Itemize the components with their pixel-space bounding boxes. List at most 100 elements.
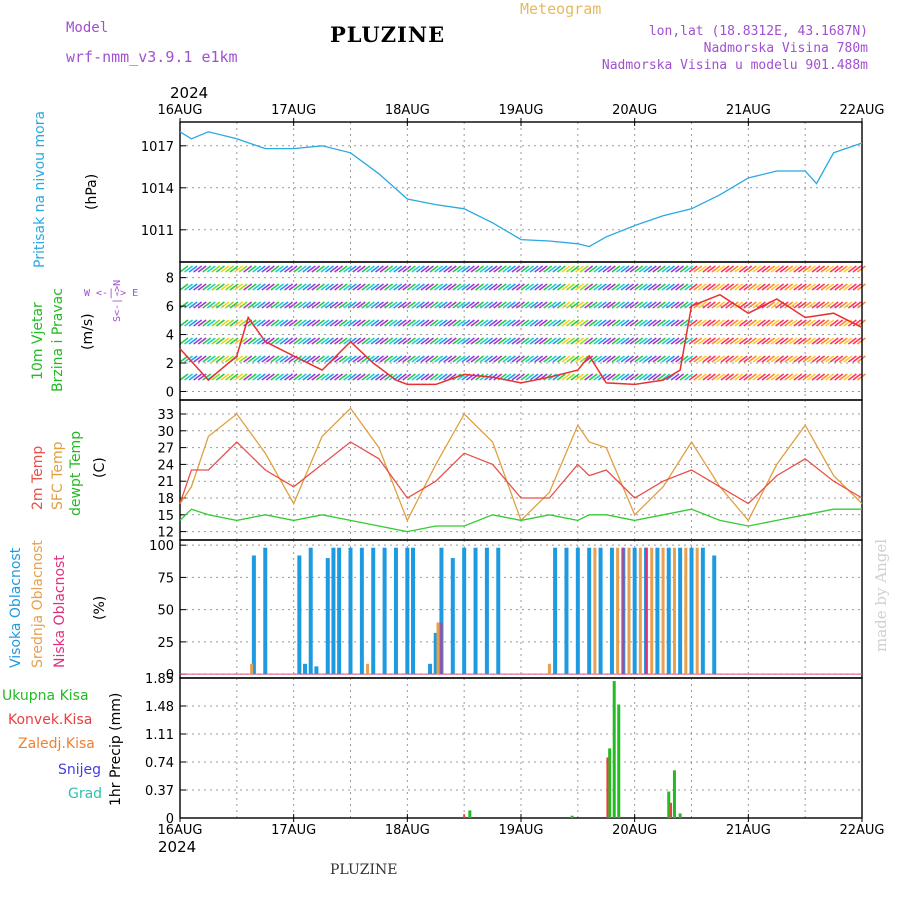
wind-barb	[365, 301, 375, 309]
wind-barb	[265, 373, 275, 381]
wind-barb	[738, 301, 748, 309]
wind-barb	[329, 301, 339, 309]
wind-barb	[352, 373, 362, 381]
wind-barb	[588, 373, 598, 381]
wind-barb	[465, 337, 475, 345]
wind-barb	[679, 337, 689, 345]
wind-barb	[556, 337, 566, 345]
wind-barb	[197, 337, 207, 345]
wind-barb	[829, 337, 839, 345]
wind-barb	[675, 301, 685, 309]
wind-barb	[334, 337, 344, 345]
wind-barb	[415, 283, 425, 291]
wind-barb	[224, 373, 234, 381]
wind-barb	[829, 265, 839, 273]
wind-barb	[338, 337, 348, 345]
wind-barb	[615, 283, 625, 291]
wind-barb	[325, 319, 334, 327]
wind-barb	[361, 373, 371, 381]
wind-barb	[829, 373, 839, 381]
wind-barb	[579, 301, 589, 309]
wind-barb	[420, 265, 430, 273]
wind-barb	[388, 301, 398, 309]
wind-barb	[475, 265, 485, 273]
wind-barb	[325, 373, 334, 381]
wind-barb	[384, 301, 394, 309]
precip-ytick-label: 1.85	[145, 672, 174, 687]
wind-barb	[679, 373, 689, 381]
wind-barb	[470, 355, 480, 363]
high-cloud-bar	[450, 558, 455, 675]
wind-ytick-label: 8	[166, 272, 174, 287]
wind-barb	[184, 283, 194, 291]
x-tick-label-bottom: 20AUG	[612, 823, 657, 838]
wind-barb	[834, 319, 844, 327]
wind-barb	[729, 337, 739, 345]
wind-barb	[361, 301, 371, 309]
wind-barb	[761, 319, 771, 327]
wind-barb	[720, 265, 730, 273]
wind-barb	[634, 337, 644, 345]
wind-barb	[797, 265, 807, 273]
wind-barb	[365, 283, 375, 291]
high-cloud-bar	[263, 547, 268, 675]
page-title: PLUZINE	[330, 22, 446, 47]
wind-barb	[425, 373, 434, 381]
wind-barb	[820, 337, 830, 345]
wind-barb	[584, 319, 594, 327]
wind-barb	[224, 265, 234, 273]
wind-barb	[275, 319, 284, 327]
wind-barb	[743, 337, 753, 345]
wind-barb	[852, 265, 862, 273]
wind-barb	[829, 355, 839, 363]
wind-barb	[384, 319, 394, 327]
wind-barb	[697, 337, 707, 345]
wind-barb	[720, 355, 730, 363]
wind-barb	[224, 355, 234, 363]
wind-barb	[379, 355, 389, 363]
wind-barb	[838, 319, 848, 327]
wind-barb	[661, 355, 671, 363]
wind-barb	[243, 337, 253, 345]
wind-barb	[747, 283, 757, 291]
wind-barb	[634, 355, 644, 363]
wind-barb	[625, 283, 635, 291]
wind-barb	[693, 337, 703, 345]
wind-barb	[388, 283, 398, 291]
wind-barb	[797, 319, 807, 327]
wind-barb	[534, 355, 544, 363]
wind-barb	[297, 301, 307, 309]
wind-barb	[425, 283, 434, 291]
high-cloud-bar	[314, 666, 319, 675]
wind-barb	[375, 337, 384, 345]
clouds-ytick-label: 25	[157, 636, 174, 651]
wind-barb	[661, 265, 671, 273]
wind-barb	[738, 265, 748, 273]
wind-barb	[829, 319, 839, 327]
wind-barb	[529, 337, 539, 345]
wind-barb	[770, 355, 780, 363]
wind-barb	[443, 301, 453, 309]
wind-barb	[447, 301, 457, 309]
wind-barb	[220, 283, 230, 291]
wind-barb	[825, 319, 835, 327]
high-cloud-bar	[496, 547, 501, 675]
wind-barb	[606, 319, 616, 327]
wind-barb	[488, 301, 498, 309]
wind-barb	[315, 265, 325, 273]
wind-barb	[711, 265, 721, 273]
wind-barb	[434, 319, 444, 327]
precip-legend-frz: Zaledj.Kisa	[18, 736, 95, 752]
lonlat: lon,lat (18.8312E, 43.1687N)	[648, 24, 868, 39]
wind-barb	[393, 265, 403, 273]
wind-barb	[334, 355, 344, 363]
wind-barb	[434, 373, 444, 381]
wind-barb	[565, 355, 575, 363]
wind-barb	[402, 283, 412, 291]
wind-barb	[320, 283, 330, 291]
wind-barb	[429, 337, 439, 345]
low-cloud-bar	[645, 547, 648, 675]
wind-barb	[520, 283, 530, 291]
x-tick-label-bottom: 18AUG	[385, 823, 430, 838]
wind-barb	[465, 355, 475, 363]
